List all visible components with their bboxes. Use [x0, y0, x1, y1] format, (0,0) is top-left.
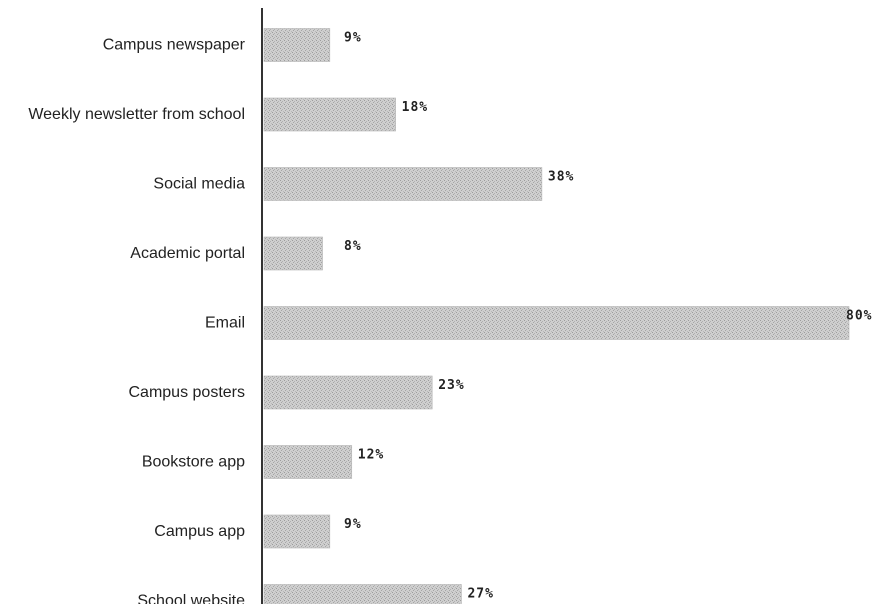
category-label-email: Email — [205, 315, 245, 332]
value-label-campus-newspaper: 9% — [344, 31, 362, 46]
value-label-campus-app: 9% — [344, 517, 362, 532]
bar-campus-app — [263, 514, 331, 549]
category-label-academic-portal: Academic portal — [130, 245, 245, 262]
value-label-school-website: 27% — [467, 587, 493, 602]
bar-school-website — [263, 584, 462, 604]
bar-email — [263, 306, 850, 340]
value-label-email: 80% — [846, 309, 872, 324]
bar-campus-newspaper — [263, 28, 331, 62]
category-label-campus-posters: Campus posters — [129, 384, 246, 401]
category-label-weekly-newsletter-from-school: Weekly newsletter from school — [28, 106, 245, 123]
bars-group — [263, 28, 850, 604]
value-labels-group: 9% 18% 38% 8% 80% 23% 12% 9% 27% — [344, 31, 872, 602]
bar-weekly-newsletter-from-school — [263, 97, 396, 132]
bar-campus-posters — [263, 375, 433, 410]
bar-bookstore-app — [263, 445, 353, 479]
category-label-social-media: Social media — [153, 176, 245, 193]
value-label-bookstore-app: 12% — [358, 448, 384, 463]
bar-social-media — [263, 167, 543, 201]
category-labels-group: Campus newspaper Weekly newsletter from s… — [28, 37, 245, 604]
value-label-social-media: 38% — [548, 170, 574, 185]
category-label-bookstore-app: Bookstore app — [142, 454, 245, 471]
value-label-weekly-newsletter-from-school: 18% — [402, 100, 428, 115]
bar-academic-portal — [263, 236, 323, 271]
category-label-campus-newspaper: Campus newspaper — [103, 37, 246, 54]
value-label-campus-posters: 23% — [438, 378, 464, 393]
value-label-academic-portal: 8% — [344, 239, 362, 254]
category-label-school-website: School website — [137, 593, 245, 604]
category-label-campus-app: Campus app — [154, 523, 245, 540]
